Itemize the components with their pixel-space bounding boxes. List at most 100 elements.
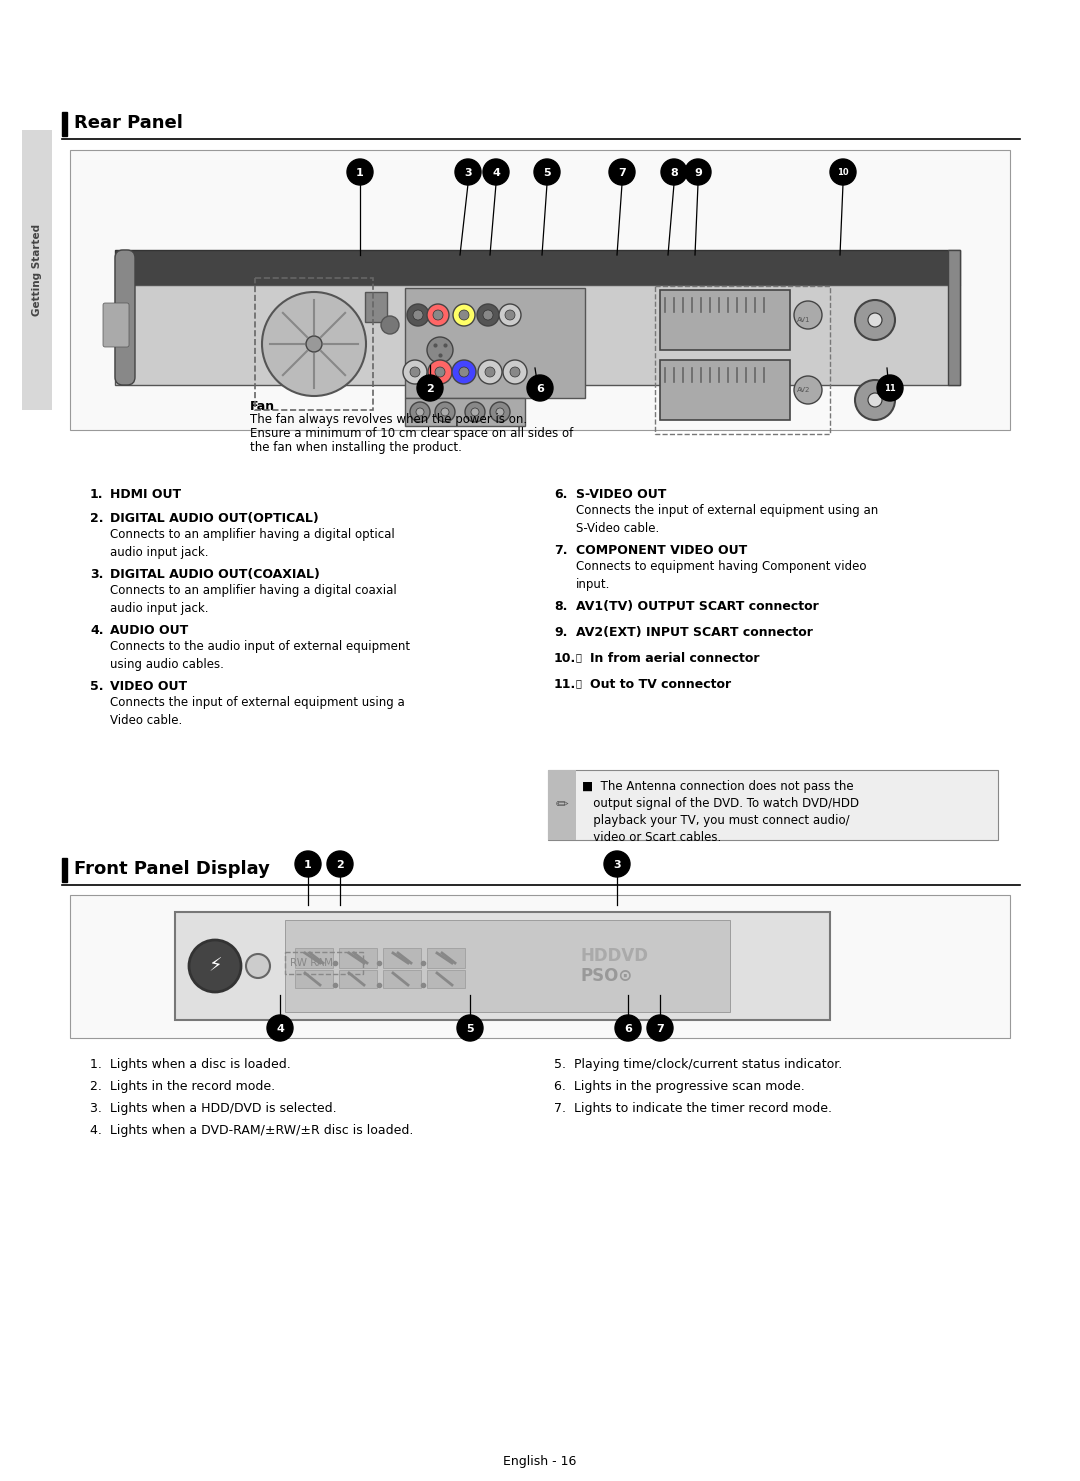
Circle shape [416, 407, 424, 416]
Circle shape [246, 954, 270, 977]
Circle shape [262, 292, 366, 395]
Text: 1: 1 [356, 167, 364, 178]
Circle shape [459, 310, 469, 320]
Circle shape [459, 367, 469, 378]
Text: RW RAM: RW RAM [291, 958, 333, 969]
Text: 📡: 📡 [576, 652, 582, 662]
Circle shape [407, 304, 429, 326]
Text: Fan: Fan [249, 400, 275, 413]
Circle shape [855, 301, 895, 341]
FancyBboxPatch shape [175, 912, 831, 1020]
Text: 2: 2 [427, 384, 434, 394]
Text: 3.: 3. [90, 569, 104, 581]
Text: Connects to the audio input of external equipment
using audio cables.: Connects to the audio input of external … [110, 640, 410, 671]
Circle shape [510, 367, 519, 378]
Text: Rear Panel: Rear Panel [75, 114, 183, 132]
Text: the fan when installing the product.: the fan when installing the product. [249, 441, 462, 455]
Text: 6: 6 [536, 384, 544, 394]
Text: Connects to equipment having Component video
input.: Connects to equipment having Component v… [576, 560, 866, 591]
Text: 4: 4 [492, 167, 500, 178]
Text: playback your TV, you must connect audio/: playback your TV, you must connect audio… [582, 815, 850, 826]
Text: 4.: 4. [90, 624, 104, 637]
Circle shape [306, 336, 322, 352]
FancyBboxPatch shape [405, 398, 525, 427]
Text: 4: 4 [276, 1023, 284, 1034]
FancyBboxPatch shape [427, 970, 465, 988]
Text: HDDVD: HDDVD [580, 946, 648, 966]
FancyBboxPatch shape [70, 895, 1010, 1038]
Circle shape [347, 158, 373, 185]
Circle shape [503, 360, 527, 384]
Text: 5.  Playing time/clock/current status indicator.: 5. Playing time/clock/current status ind… [554, 1057, 842, 1071]
Text: 4.  Lights when a DVD-RAM/±RW/±R disc is loaded.: 4. Lights when a DVD-RAM/±RW/±R disc is … [90, 1124, 414, 1137]
FancyBboxPatch shape [339, 970, 377, 988]
Circle shape [453, 304, 475, 326]
Text: 10: 10 [837, 167, 849, 178]
Text: DIGITAL AUDIO OUT(OPTICAL): DIGITAL AUDIO OUT(OPTICAL) [110, 512, 319, 524]
Text: AUDIO OUT: AUDIO OUT [110, 624, 188, 637]
Text: COMPONENT VIDEO OUT: COMPONENT VIDEO OUT [576, 544, 747, 557]
FancyBboxPatch shape [660, 290, 789, 350]
Text: In from aerial connector: In from aerial connector [590, 652, 759, 665]
Text: 7.: 7. [554, 544, 567, 557]
Text: Connects to an amplifier having a digital optical
audio input jack.: Connects to an amplifier having a digita… [110, 529, 395, 558]
FancyBboxPatch shape [295, 970, 333, 988]
Text: 🖥: 🖥 [576, 678, 582, 689]
Circle shape [295, 852, 321, 877]
Circle shape [477, 304, 499, 326]
Text: Ensure a minimum of 10 cm clear space on all sides of: Ensure a minimum of 10 cm clear space on… [249, 427, 573, 440]
Text: AV1: AV1 [797, 317, 810, 323]
Text: 7: 7 [618, 167, 626, 178]
Text: English - 16: English - 16 [503, 1454, 577, 1468]
Text: Connects the input of external equipment using a
Video cable.: Connects the input of external equipment… [110, 696, 405, 727]
FancyBboxPatch shape [339, 948, 377, 969]
Text: output signal of the DVD. To watch DVD/HDD: output signal of the DVD. To watch DVD/H… [582, 797, 859, 810]
Text: ■  The Antenna connection does not pass the: ■ The Antenna connection does not pass t… [582, 780, 853, 792]
Circle shape [455, 158, 481, 185]
FancyBboxPatch shape [114, 284, 960, 385]
FancyBboxPatch shape [70, 150, 1010, 429]
Circle shape [471, 407, 480, 416]
Text: AV2: AV2 [797, 387, 810, 392]
Text: 5: 5 [467, 1023, 474, 1034]
Text: 5: 5 [543, 167, 551, 178]
Circle shape [327, 852, 353, 877]
Text: Connects to an amplifier having a digital coaxial
audio input jack.: Connects to an amplifier having a digita… [110, 584, 396, 615]
Circle shape [189, 940, 241, 992]
Text: 1.: 1. [90, 489, 104, 501]
Circle shape [441, 407, 449, 416]
Circle shape [410, 401, 430, 422]
Circle shape [465, 401, 485, 422]
Circle shape [427, 338, 453, 363]
Text: AV2(EXT) INPUT SCART connector: AV2(EXT) INPUT SCART connector [576, 626, 813, 638]
Circle shape [505, 310, 515, 320]
Text: The fan always revolves when the power is on.: The fan always revolves when the power i… [249, 413, 527, 427]
FancyBboxPatch shape [103, 304, 129, 347]
Text: PSO⊙: PSO⊙ [580, 967, 632, 985]
Text: S-VIDEO OUT: S-VIDEO OUT [576, 489, 666, 501]
Text: AV1(TV) OUTPUT SCART connector: AV1(TV) OUTPUT SCART connector [576, 600, 819, 613]
Circle shape [527, 375, 553, 401]
Circle shape [381, 315, 399, 335]
Text: ⚡: ⚡ [208, 957, 221, 976]
Circle shape [615, 1014, 642, 1041]
FancyBboxPatch shape [114, 250, 960, 284]
Circle shape [685, 158, 711, 185]
Circle shape [661, 158, 687, 185]
Text: DIGITAL AUDIO OUT(COAXIAL): DIGITAL AUDIO OUT(COAXIAL) [110, 569, 320, 581]
Circle shape [794, 301, 822, 329]
Text: VIDEO OUT: VIDEO OUT [110, 680, 187, 693]
Circle shape [427, 304, 449, 326]
Circle shape [868, 312, 882, 327]
Circle shape [413, 310, 423, 320]
Text: Getting Started: Getting Started [32, 224, 42, 315]
FancyBboxPatch shape [383, 948, 421, 969]
Text: 3: 3 [464, 167, 472, 178]
Circle shape [403, 360, 427, 384]
FancyBboxPatch shape [427, 948, 465, 969]
Circle shape [877, 375, 903, 401]
Text: 2.  Lights in the record mode.: 2. Lights in the record mode. [90, 1080, 275, 1093]
Bar [62, 113, 67, 136]
FancyBboxPatch shape [548, 770, 998, 840]
Text: Out to TV connector: Out to TV connector [590, 678, 731, 692]
